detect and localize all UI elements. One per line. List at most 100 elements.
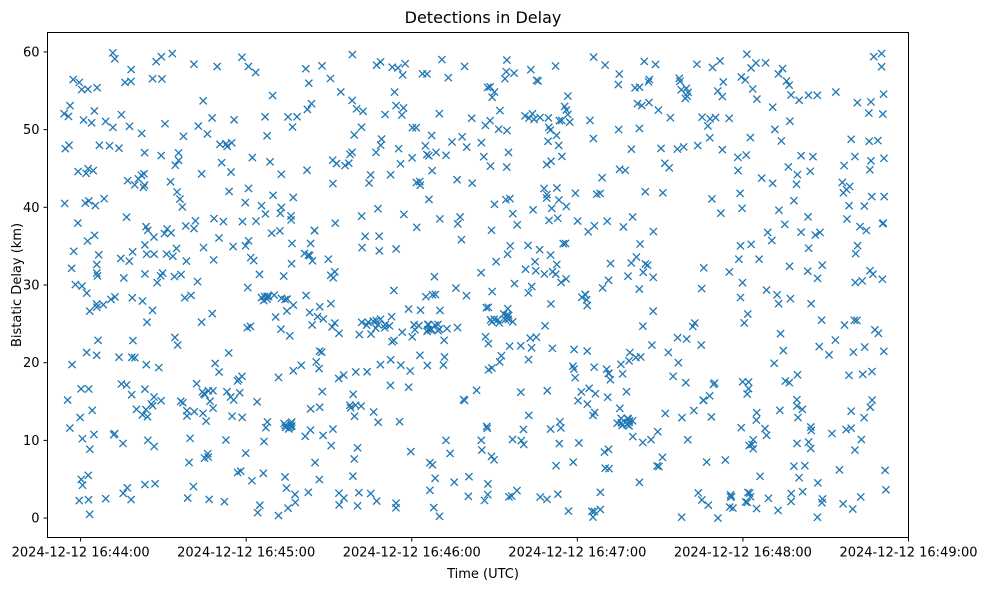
detection-marker <box>488 287 497 296</box>
detection-marker <box>664 348 673 357</box>
detection-marker <box>653 427 662 436</box>
detection-marker <box>287 417 296 427</box>
detection-marker <box>673 333 682 342</box>
detection-marker <box>737 72 746 82</box>
detection-marker <box>477 268 486 277</box>
detection-marker <box>82 169 91 178</box>
detection-marker <box>362 321 371 330</box>
detection-marker <box>591 389 600 398</box>
detection-marker <box>282 306 291 316</box>
detection-marker <box>358 107 368 116</box>
detection-marker <box>468 179 477 188</box>
detection-marker <box>552 461 561 470</box>
detection-marker <box>350 412 359 421</box>
detection-marker <box>243 283 252 292</box>
detection-marker <box>774 69 783 79</box>
detection-marker <box>92 268 101 278</box>
detection-marker <box>741 497 750 506</box>
detection-marker <box>91 201 100 210</box>
detection-marker <box>148 306 157 315</box>
detection-marker <box>340 161 350 170</box>
detection-marker <box>747 63 756 72</box>
detection-marker <box>123 176 132 185</box>
detection-marker <box>793 413 803 422</box>
detection-marker <box>350 130 359 139</box>
detection-marker <box>357 212 366 221</box>
detection-marker <box>862 226 871 235</box>
detection-marker <box>752 416 761 425</box>
detection-marker <box>373 320 383 329</box>
detection-marker <box>281 472 290 482</box>
detection-marker <box>835 465 844 474</box>
detection-marker <box>554 195 563 205</box>
detection-marker <box>85 445 94 454</box>
detection-marker <box>752 408 761 417</box>
detection-marker <box>604 369 613 378</box>
detection-marker <box>357 318 366 327</box>
detection-marker <box>512 486 522 495</box>
detection-marker <box>719 77 728 87</box>
detection-marker <box>616 360 625 369</box>
y-tick-label: 10 <box>23 434 40 449</box>
detection-marker <box>302 291 311 300</box>
detection-marker <box>682 84 691 93</box>
detection-marker <box>255 270 264 279</box>
detection-marker <box>477 138 486 147</box>
detection-marker <box>81 199 90 208</box>
detection-marker <box>798 487 807 496</box>
detection-marker <box>386 355 395 364</box>
detection-marker <box>544 123 553 132</box>
detection-marker <box>247 476 256 485</box>
detection-marker <box>270 291 279 300</box>
detection-marker <box>304 250 313 260</box>
detection-marker <box>441 151 451 160</box>
detection-marker <box>399 103 408 112</box>
detection-marker <box>397 110 406 120</box>
detection-marker <box>627 145 636 154</box>
detection-marker <box>615 165 624 174</box>
detection-marker <box>865 165 874 174</box>
detection-marker <box>139 183 148 192</box>
detection-marker <box>749 435 758 444</box>
detection-marker <box>215 140 225 149</box>
detection-marker <box>674 358 683 367</box>
detection-marker <box>386 381 395 390</box>
detection-marker <box>693 141 702 150</box>
detection-marker <box>603 393 612 402</box>
detection-marker <box>355 330 364 339</box>
detection-marker <box>381 110 390 119</box>
detection-marker <box>490 87 499 97</box>
detection-marker <box>208 309 217 318</box>
detection-marker <box>553 214 562 223</box>
detection-marker <box>431 321 440 330</box>
detection-marker <box>314 364 324 373</box>
detection-marker <box>502 163 511 172</box>
detection-marker <box>178 398 187 407</box>
detection-marker <box>375 232 384 241</box>
detection-marker <box>162 250 171 259</box>
detection-marker <box>406 366 415 375</box>
detection-marker <box>65 101 75 110</box>
detection-marker <box>502 67 511 76</box>
detection-marker <box>649 227 658 236</box>
detection-marker <box>528 109 537 118</box>
detection-marker <box>138 296 147 306</box>
detection-marker <box>641 259 650 269</box>
detection-marker <box>157 52 166 61</box>
detection-marker <box>768 103 777 112</box>
detection-marker <box>170 333 179 342</box>
detection-marker <box>665 163 674 172</box>
detection-marker <box>635 478 644 487</box>
detection-marker <box>504 492 514 501</box>
detection-marker <box>67 360 77 369</box>
detection-marker <box>520 111 530 120</box>
detection-marker <box>866 403 875 412</box>
detection-marker <box>354 488 363 497</box>
detection-marker <box>108 48 117 57</box>
detection-marker <box>847 424 856 433</box>
x-tick-label: 2024-12-12 16:44:00 <box>12 546 150 561</box>
detection-marker <box>305 308 314 317</box>
detection-marker <box>274 511 283 520</box>
detection-marker <box>399 210 408 219</box>
detection-marker <box>114 353 124 362</box>
